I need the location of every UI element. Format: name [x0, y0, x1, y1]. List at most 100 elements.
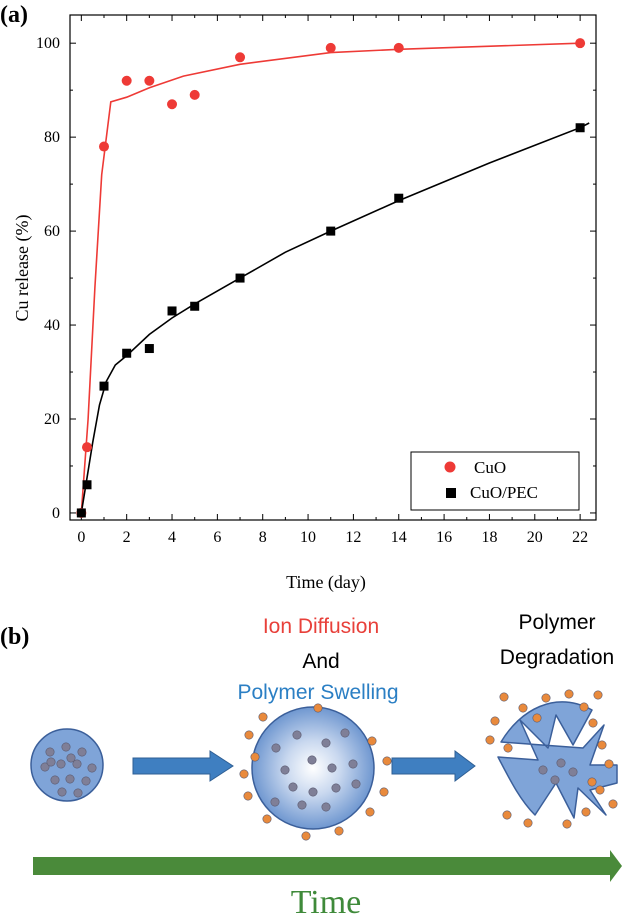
data-point-cuo-pec [167, 306, 177, 316]
x-tick-label: 0 [77, 529, 85, 546]
data-point-cuo-pec [235, 273, 245, 283]
ion-dot [490, 716, 500, 726]
ion-dot [313, 703, 323, 713]
data-point-cuo [189, 89, 200, 100]
data-point-cuo-pec [394, 193, 404, 203]
data-point-cuo-pec [76, 508, 86, 518]
x-tick-label: 10 [300, 529, 316, 546]
ion-dot [365, 807, 375, 817]
ion-dot [243, 791, 253, 801]
ion-dot [334, 826, 344, 836]
ion-dot [367, 736, 377, 746]
panel-a-label: (a) [0, 2, 28, 28]
data-point-cuo [82, 442, 93, 453]
polymer-dot [73, 788, 83, 798]
initial-particle [30, 728, 104, 802]
polymer-swelling-label: Polymer Swelling [237, 681, 398, 704]
polymer-dot [327, 763, 337, 773]
ion-dot [503, 743, 513, 753]
ion-diffusion-label: Ion Diffusion [263, 615, 379, 638]
legend-label-cuo-pec: CuO/PEC [470, 483, 538, 502]
legend-marker-cuo-pec [446, 488, 456, 498]
polymer-dot [538, 765, 548, 775]
data-point-cuo-pec [575, 123, 585, 133]
legend: CuO CuO/PEC [410, 451, 580, 511]
y-tick-label: 80 [44, 129, 60, 146]
y-axis-title: Cu release (%) [12, 215, 33, 322]
data-point-cuo-pec [144, 344, 154, 354]
data-point-cuo-pec [190, 301, 200, 311]
ion-dot [588, 718, 598, 728]
ion-dot [579, 702, 589, 712]
polymer-dot [65, 774, 75, 784]
ion-dot [382, 756, 392, 766]
polymer-dot [271, 743, 281, 753]
legend-box [410, 451, 580, 511]
polymer-dot [61, 742, 71, 752]
data-point-cuo [575, 38, 586, 49]
polymer-dot [77, 747, 87, 757]
ion-dot [239, 769, 249, 779]
polymer-degradation-line2: Degradation [500, 646, 614, 669]
ion-dot [301, 831, 311, 841]
polymer-dot [56, 759, 66, 769]
ion-dot [244, 730, 254, 740]
plot-frame [69, 14, 597, 521]
polymer-dot [72, 759, 82, 769]
data-point-cuo-pec [326, 226, 336, 236]
data-point-cuo [325, 42, 336, 53]
x-tick-label: 2 [123, 529, 131, 546]
polymer-dot [307, 755, 317, 765]
fit-curve-cuo [80, 42, 581, 514]
ion-dot [499, 692, 509, 702]
y-tick-label: 20 [44, 411, 60, 428]
degraded-particle-dots [485, 689, 618, 829]
and-label: And [302, 650, 339, 673]
fit-curve-cuo-pec [80, 122, 590, 514]
ion-dot [258, 712, 268, 722]
polymer-dot [568, 767, 578, 777]
polymer-dot [46, 757, 56, 767]
x-tick-label: 12 [345, 529, 361, 546]
y-tick-label: 60 [44, 223, 60, 240]
data-point-cuo [235, 52, 246, 63]
ion-dot [523, 818, 533, 828]
ion-dot [532, 713, 542, 723]
polymer-dot [550, 775, 560, 785]
data-point-cuo [121, 75, 132, 86]
x-tick-label: 16 [436, 529, 452, 546]
polymer-dot [308, 787, 318, 797]
polymer-dot [45, 747, 55, 757]
polymer-dot [57, 787, 67, 797]
polymer-dot [50, 775, 60, 785]
swollen-particle-dots [239, 703, 392, 841]
x-tick-label: 18 [481, 529, 497, 546]
ion-dot [597, 740, 607, 750]
polymer-dot [556, 758, 566, 768]
ion-dot [250, 752, 260, 762]
polymer-degradation-line1: Polymer [518, 611, 595, 634]
time-label: Time [291, 884, 362, 920]
panel-b-label: (b) [0, 624, 29, 650]
polymer-dot [66, 753, 76, 763]
process-arrow-2 [391, 750, 476, 782]
ion-dot [541, 693, 551, 703]
legend-label-cuo: CuO [474, 458, 506, 477]
polymer-dot [270, 797, 280, 807]
data-point-cuo-pec [82, 480, 92, 490]
ion-dot [502, 810, 512, 820]
schematic: Ion Diffusion And Polymer Swelling Polym… [30, 611, 622, 920]
polymer-dot [348, 759, 358, 769]
ion-dot [564, 689, 574, 699]
fit-curves [80, 42, 590, 514]
polymer-dot [321, 738, 331, 748]
ion-dot [485, 735, 495, 745]
ion-dot [587, 777, 597, 787]
polymer-dot [288, 782, 298, 792]
polymer-dot [340, 728, 350, 738]
polymer-dot [81, 776, 91, 786]
swollen-particle [239, 703, 392, 841]
x-tick-label: 4 [168, 529, 176, 546]
ion-dot [518, 703, 528, 713]
process-arrow-1 [132, 750, 234, 782]
